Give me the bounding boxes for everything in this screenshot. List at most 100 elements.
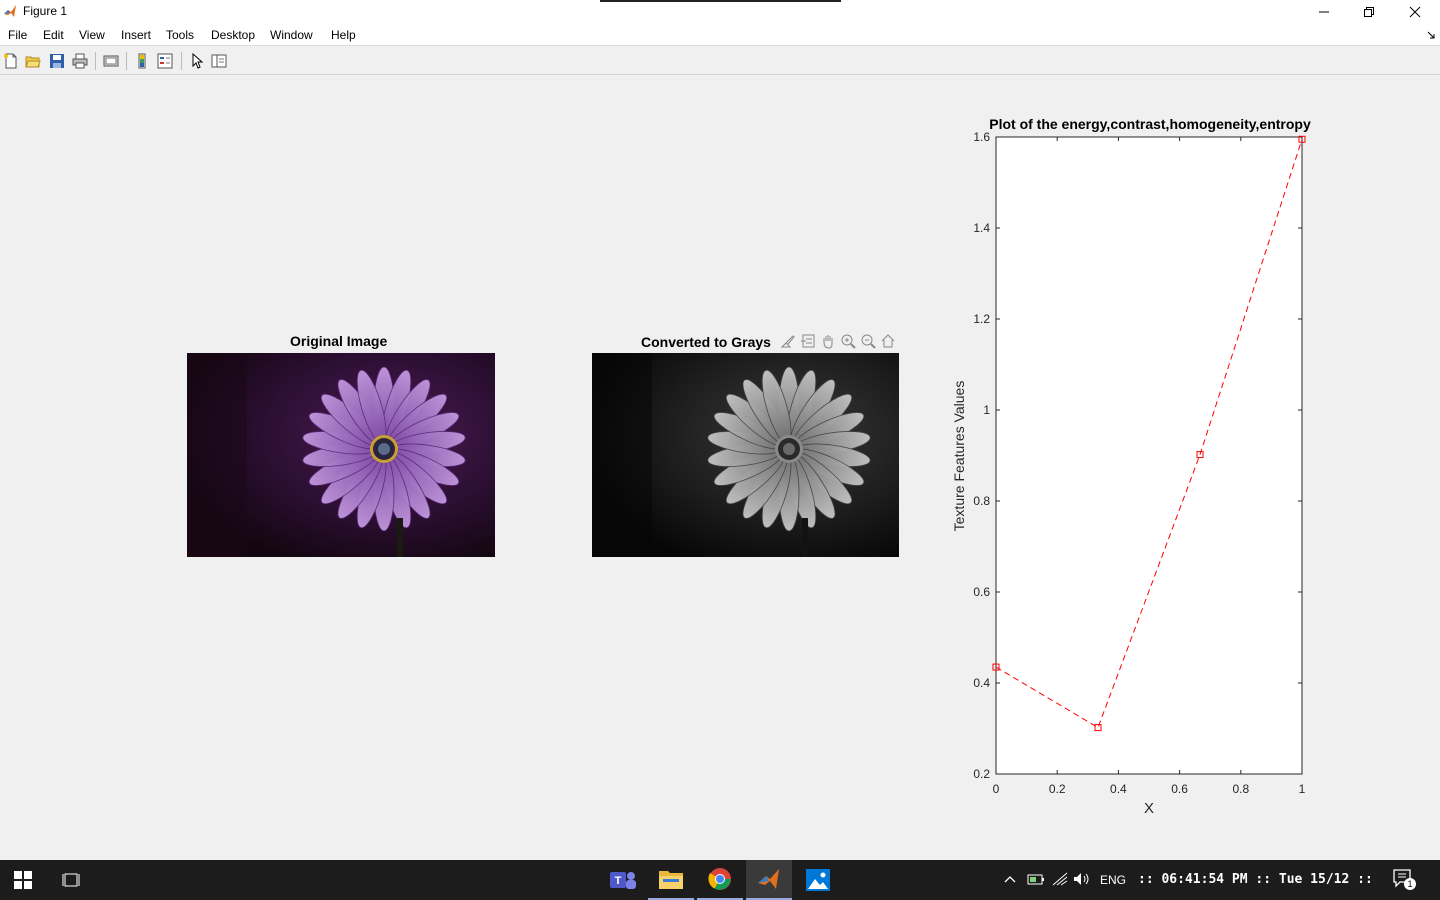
- x-axis: 0 0.2 0.4 0.6 0.8 1: [993, 137, 1306, 796]
- plot-series: [992, 135, 1306, 732]
- menu-file[interactable]: File: [8, 28, 28, 42]
- window-title: Figure 1: [23, 4, 68, 18]
- y-axis: 0.2 0.4 0.6 0.8 1 1.2 1.4 1.6: [973, 130, 1302, 781]
- toolbar-separator: [181, 52, 182, 70]
- notification-icon: [1393, 869, 1411, 888]
- restore-button[interactable]: [1346, 0, 1392, 24]
- menu-desktop[interactable]: Desktop: [211, 28, 256, 42]
- minimize-button[interactable]: [1301, 0, 1347, 24]
- property-inspector-icon[interactable]: [211, 53, 227, 69]
- photos-icon: [806, 869, 830, 891]
- brush-icon[interactable]: [780, 333, 796, 349]
- battery-icon[interactable]: [1027, 872, 1045, 886]
- close-icon: [1409, 6, 1421, 18]
- taskbar: T ENG :: 06:41:54 PM :: Tue 15/12 :: 1: [0, 860, 1440, 900]
- grayscale-image[interactable]: [592, 353, 899, 557]
- pan-icon[interactable]: [820, 333, 836, 349]
- original-image-title: Original Image: [290, 333, 388, 349]
- clock[interactable]: :: 06:41:54 PM :: Tue 15/12 ::: [1138, 872, 1373, 887]
- axes-toolbar: [780, 333, 896, 349]
- show-hidden-icons-icon[interactable]: [1004, 874, 1016, 884]
- save-icon[interactable]: [49, 53, 65, 69]
- data-point-marker[interactable]: [1196, 451, 1204, 459]
- colorbar-icon[interactable]: [134, 53, 150, 69]
- matlab-icon: [758, 869, 779, 889]
- file-explorer-icon: [659, 871, 683, 889]
- taskbar-app-photos[interactable]: [795, 860, 841, 900]
- menu-edit[interactable]: Edit: [43, 28, 64, 42]
- data-point-marker[interactable]: [992, 663, 1000, 671]
- taskbar-app-file-explorer[interactable]: [648, 860, 694, 900]
- grayscale-flower-image: [592, 353, 899, 557]
- y-tick-label: 0.2: [973, 767, 990, 781]
- restore-icon: [1364, 7, 1374, 17]
- start-button[interactable]: [0, 860, 46, 900]
- menu-insert[interactable]: Insert: [121, 28, 152, 42]
- taskbar-app-teams[interactable]: T: [600, 860, 646, 900]
- menu-tools[interactable]: Tools: [166, 28, 195, 42]
- x-tick-label: 0: [993, 782, 1000, 796]
- figure-canvas: Original Image: [0, 76, 1440, 860]
- toolbar-separator: [95, 52, 96, 70]
- data-point-marker[interactable]: [1298, 135, 1306, 143]
- y-tick-label: 1.4: [973, 221, 990, 235]
- task-view-icon: [62, 873, 80, 887]
- y-tick-label: 1: [983, 403, 990, 417]
- svg-text:T: T: [615, 875, 622, 887]
- figure-toolbar: [0, 47, 1440, 75]
- y-tick-label: 0.8: [973, 494, 990, 508]
- action-center-button[interactable]: 1: [1392, 868, 1422, 892]
- title-bar: Figure 1: [0, 0, 1440, 24]
- grayscale-image-title: Converted to Grays: [641, 334, 771, 350]
- zoom-out-icon[interactable]: [860, 333, 876, 349]
- y-tick-label: 0.4: [973, 676, 990, 690]
- legend-icon[interactable]: [157, 53, 173, 69]
- notification-badge: 1: [1404, 878, 1416, 890]
- zoom-in-icon[interactable]: [840, 333, 856, 349]
- figure-window: Figure 1 File Edit View Insert Tools Des…: [0, 0, 1440, 860]
- windows-start-icon: [14, 871, 32, 889]
- menu-view[interactable]: View: [79, 28, 105, 42]
- edit-plot-icon[interactable]: [189, 53, 205, 69]
- toolbar-separator: [126, 52, 127, 70]
- x-tick-label: 0.4: [1110, 782, 1127, 796]
- x-tick-label: 1: [1299, 782, 1306, 796]
- volume-icon[interactable]: [1073, 872, 1091, 886]
- minimize-icon: [1319, 11, 1329, 13]
- texture-features-plot[interactable]: Plot of the energy,contrast,homogeneity,…: [940, 106, 1340, 821]
- original-image[interactable]: [187, 353, 495, 557]
- y-tick-label: 1.6: [973, 130, 990, 144]
- menu-help[interactable]: Help: [331, 28, 356, 42]
- chrome-icon: [708, 868, 731, 890]
- link-plot-icon[interactable]: [103, 53, 119, 69]
- data-point-marker[interactable]: [1094, 724, 1102, 732]
- series-line: [995, 139, 1303, 729]
- x-tick-label: 0.2: [1049, 782, 1066, 796]
- menu-bar: File Edit View Insert Tools Desktop Wind…: [0, 24, 1440, 46]
- y-tick-label: 1.2: [973, 312, 990, 326]
- task-view-button[interactable]: [48, 860, 94, 900]
- x-tick-label: 0.6: [1171, 782, 1188, 796]
- close-button[interactable]: [1392, 0, 1438, 24]
- print-icon[interactable]: [72, 53, 88, 69]
- teams-icon: T: [610, 872, 636, 889]
- language-indicator[interactable]: ENG: [1100, 873, 1127, 887]
- plot-title: Plot of the energy,contrast,homogeneity,…: [989, 116, 1311, 132]
- open-file-icon[interactable]: [25, 53, 41, 69]
- taskbar-app-matlab[interactable]: [746, 860, 792, 900]
- new-figure-icon[interactable]: [3, 53, 19, 69]
- x-axis-label: X: [1144, 800, 1154, 817]
- y-axis-label: Texture Features Values: [951, 381, 967, 532]
- plot-axes-box: [995, 136, 1303, 775]
- dock-arrow-icon[interactable]: [1426, 30, 1436, 40]
- home-icon[interactable]: [880, 333, 896, 349]
- taskbar-app-chrome[interactable]: [697, 860, 743, 900]
- focus-indicator: [600, 0, 841, 2]
- matlab-icon: [4, 5, 16, 17]
- y-tick-label: 0.6: [973, 585, 990, 599]
- menu-window[interactable]: Window: [270, 28, 313, 42]
- flower-image: [187, 353, 495, 557]
- data-tips-icon[interactable]: [800, 333, 816, 349]
- x-tick-label: 0.8: [1232, 782, 1249, 796]
- wifi-icon[interactable]: [1052, 872, 1068, 886]
